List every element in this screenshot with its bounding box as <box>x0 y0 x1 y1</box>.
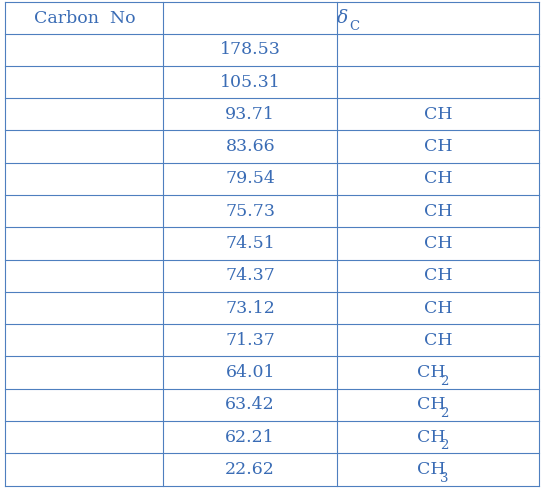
Text: C: C <box>349 20 360 33</box>
Text: 178.53: 178.53 <box>220 41 281 58</box>
Text: Carbon  No: Carbon No <box>34 10 135 26</box>
Text: 2: 2 <box>440 407 449 420</box>
Text: CH: CH <box>417 396 446 413</box>
Text: 3: 3 <box>440 472 449 485</box>
Text: CH: CH <box>424 203 452 220</box>
Text: CH: CH <box>424 106 452 123</box>
Text: 2: 2 <box>440 375 449 388</box>
Text: δ: δ <box>337 9 348 27</box>
Text: 75.73: 75.73 <box>225 203 275 220</box>
Text: 79.54: 79.54 <box>225 170 275 187</box>
Text: 73.12: 73.12 <box>225 300 275 317</box>
Text: 22.62: 22.62 <box>225 461 275 478</box>
Text: CH: CH <box>424 138 452 155</box>
Text: 74.51: 74.51 <box>225 235 275 252</box>
Text: CH: CH <box>417 364 446 381</box>
Text: 63.42: 63.42 <box>225 396 275 413</box>
Text: CH: CH <box>424 235 452 252</box>
Text: 83.66: 83.66 <box>225 138 275 155</box>
Text: 105.31: 105.31 <box>220 74 281 91</box>
Text: CH: CH <box>424 267 452 284</box>
Text: CH: CH <box>417 428 446 446</box>
Text: 64.01: 64.01 <box>226 364 275 381</box>
Text: 74.37: 74.37 <box>225 267 275 284</box>
Text: 62.21: 62.21 <box>225 428 275 446</box>
Text: CH: CH <box>424 300 452 317</box>
Text: CH: CH <box>424 332 452 349</box>
Text: 93.71: 93.71 <box>225 106 275 123</box>
Text: CH: CH <box>417 461 446 478</box>
Text: 2: 2 <box>440 439 449 452</box>
Text: 71.37: 71.37 <box>225 332 275 349</box>
Text: CH: CH <box>424 170 452 187</box>
